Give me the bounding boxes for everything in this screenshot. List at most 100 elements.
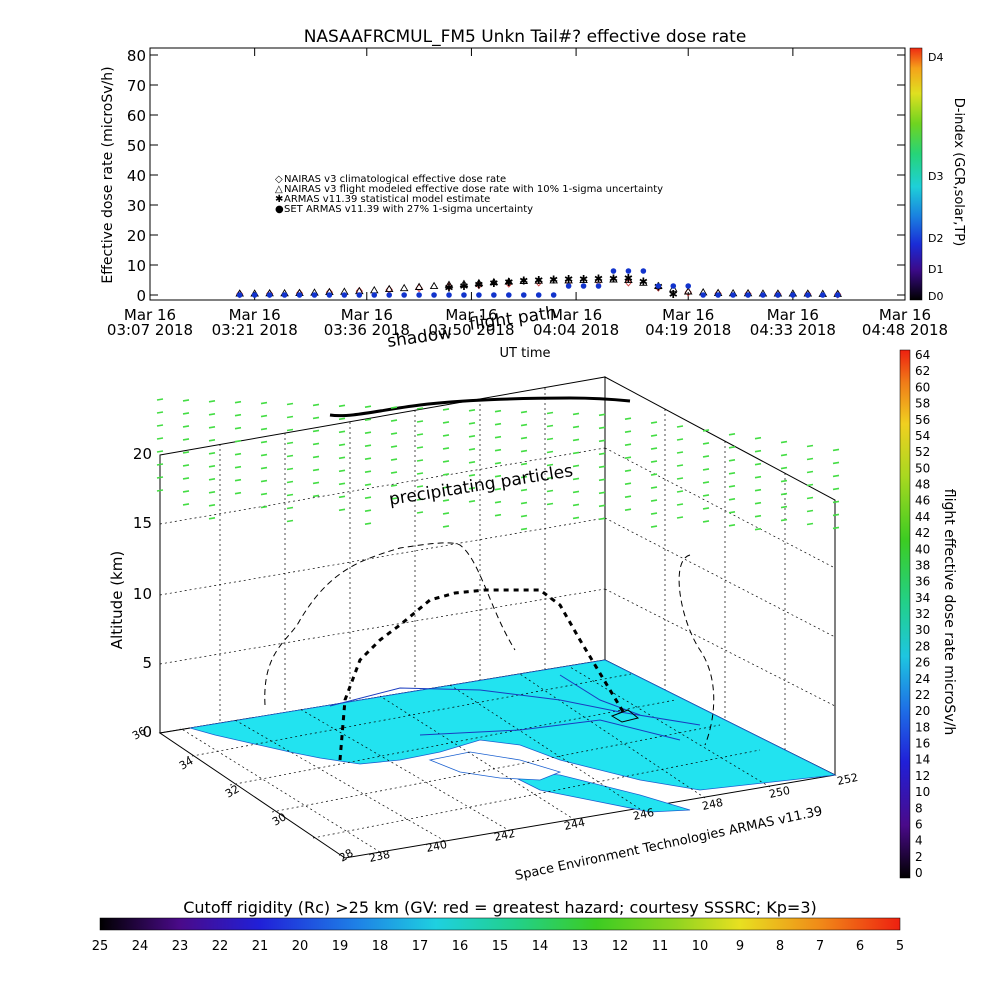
particle-dash	[416, 459, 424, 462]
particle-dash	[286, 467, 294, 471]
dose-rate-tick: 56	[915, 413, 930, 427]
dose-rate-tick: 2	[915, 850, 923, 864]
particle-dash	[650, 486, 658, 489]
particle-dash	[234, 478, 242, 482]
latitude-tick: 36	[130, 724, 149, 742]
particle-dash	[650, 473, 658, 476]
top-x-tick-time: 04:48 2018	[862, 321, 948, 339]
legend-marker-2: ✱	[275, 194, 283, 205]
particle-dash	[286, 415, 294, 419]
particle-dash	[338, 482, 346, 486]
series-3-point	[760, 292, 766, 298]
particle-dash	[364, 444, 372, 447]
dose-rate-tick: 52	[915, 445, 930, 459]
dose-rate-tick: 18	[915, 720, 930, 734]
cutoff-rigidity-tick: 13	[572, 939, 589, 954]
particle-dash	[364, 418, 372, 421]
series-2-point: ✱	[579, 273, 588, 286]
particle-dash	[442, 473, 450, 476]
series-3-point	[251, 292, 258, 298]
series-3-point	[476, 292, 482, 298]
d-index-tick: D0	[928, 290, 943, 303]
particle-dash	[364, 483, 372, 486]
particle-dash	[182, 425, 190, 428]
particle-dash	[572, 412, 580, 416]
particle-dash	[650, 499, 658, 502]
dose-rate-colorbar-label: flight effective dose rate microSv/h	[941, 489, 957, 735]
particle-dash	[702, 507, 710, 510]
particle-dash	[312, 442, 320, 446]
particle-dash	[702, 429, 710, 432]
series-3-point	[595, 283, 602, 289]
particle-dash	[182, 399, 190, 402]
particle-dash	[364, 470, 372, 473]
particle-dash	[156, 450, 164, 453]
series-3-point	[685, 283, 692, 289]
particle-dash	[520, 488, 528, 492]
series-3-point	[565, 283, 572, 289]
cutoff-rigidity-tick: 19	[332, 939, 349, 954]
particle-dash	[832, 461, 840, 465]
particle-dash	[156, 424, 164, 427]
d-index-label: D-index (GCR,solar,TP)	[951, 98, 966, 246]
dose-rate-tick: 28	[915, 639, 930, 653]
particle-dash	[728, 446, 736, 449]
series-0-point	[415, 283, 423, 293]
dose-rate-tick: 32	[915, 607, 930, 621]
particle-dash	[364, 509, 372, 512]
particle-dash	[754, 462, 762, 466]
cutoff-rigidity-label: Cutoff rigidity (Rc) >25 km (GV: red = g…	[183, 898, 817, 917]
longitude-tick: 244	[563, 816, 586, 833]
particle-dash	[780, 492, 788, 496]
cutoff-rigidity-tick: 17	[412, 939, 429, 954]
particle-dash	[572, 477, 580, 481]
particle-dash	[208, 452, 216, 455]
altitude-tick: 5	[142, 654, 152, 672]
particle-dash	[312, 468, 320, 472]
cutoff-rigidity-tick: 10	[692, 939, 709, 954]
series-3-point	[491, 292, 497, 298]
particle-dash	[442, 460, 450, 463]
particle-dash	[754, 514, 762, 518]
particle-dash	[650, 460, 658, 463]
particle-dash	[338, 404, 346, 408]
longitude-ticks: 238 240 242 244 246 248 250 252	[368, 771, 859, 865]
particle-dash	[624, 443, 632, 446]
particle-dash	[702, 455, 710, 458]
series-3-point	[296, 292, 303, 298]
particle-dash	[156, 437, 164, 440]
latitude-tick: 30	[270, 810, 289, 828]
particle-dash	[260, 505, 268, 509]
particle-dash	[572, 425, 580, 429]
particle-dash	[208, 439, 216, 442]
cutoff-rigidity-tick: 7	[816, 939, 824, 954]
dose-rate-tick: 48	[915, 478, 930, 492]
particle-dash	[728, 524, 736, 527]
particle-dash	[702, 442, 710, 445]
particle-dash	[572, 451, 580, 455]
altitude-tick: 10	[133, 585, 152, 603]
d-index-tick: D4	[928, 51, 943, 64]
series-1-point	[444, 280, 454, 288]
shadow-curve	[264, 542, 516, 706]
particle-dash	[676, 464, 684, 467]
particle-dash	[546, 489, 554, 493]
particle-dash	[676, 477, 684, 480]
series-2-point: ✱	[564, 273, 573, 286]
particle-dash	[520, 514, 528, 518]
cutoff-rigidity-tick: 25	[92, 939, 109, 954]
series-1-point	[399, 283, 409, 292]
airport-marker	[610, 709, 640, 723]
series-3-point	[371, 292, 378, 298]
series-2-point: ✱	[474, 279, 483, 292]
particle-dash	[624, 430, 632, 433]
d-index-colorbar	[909, 47, 923, 301]
particle-dash	[780, 453, 788, 457]
particle-dash	[286, 441, 294, 445]
particle-dash	[260, 427, 268, 431]
series-3-point	[730, 292, 736, 298]
particle-dash	[494, 409, 502, 413]
particle-dash	[416, 407, 424, 410]
dose-rate-tick: 58	[915, 397, 930, 411]
